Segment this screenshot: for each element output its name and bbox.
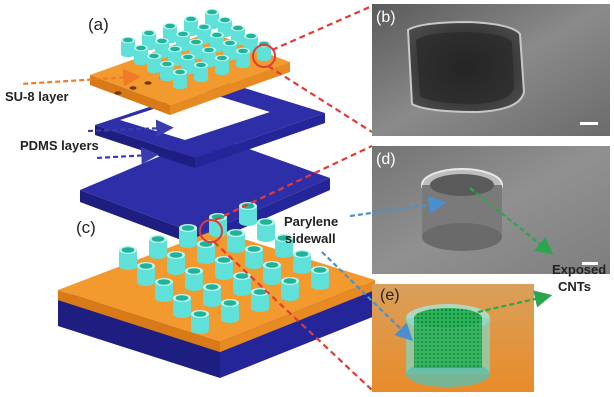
pillar-a [194,61,208,83]
pillar-c [293,250,311,274]
pillar-a [189,38,203,60]
sem-image-d [372,146,610,274]
pillar-c [149,235,167,259]
exposed-label-line2: CNTs [558,279,591,294]
pillar-a [160,60,174,82]
render-image-e [372,284,534,392]
pillar-a [257,40,271,62]
parylene-label-line2: sidewall [285,231,336,246]
pillar-array-a [121,8,271,90]
pillar-c [179,224,197,248]
pillar-a [121,36,135,58]
pillar-c [173,294,191,318]
pillar-a [236,47,250,69]
pillar-a [215,54,229,76]
pillar-c [191,310,209,334]
cnt-arrow-d [469,187,554,255]
panel-label-b: (b) [376,9,396,26]
panel-label-e: (e) [380,287,400,304]
parylene-label-line1: Parylene [284,214,338,229]
pillar-a [134,44,148,66]
su8-hole [114,91,122,95]
callout-line-e [213,241,373,391]
pillar-a [168,45,182,67]
su8-hole [144,81,152,85]
su8-arrow [19,68,141,87]
highlight-circle-a [252,44,276,68]
pdms-arrow-top [87,119,174,138]
pillar-c [197,240,215,264]
pillar-c [245,245,263,269]
pillar-c [239,202,257,226]
pillar-a [173,68,187,90]
exposed-label-line1: Exposed [552,262,606,277]
pillar-c [167,251,185,275]
su8-layer-label: SU-8 layer [5,89,69,104]
pillar-c [233,272,251,296]
pillar-c [137,262,155,286]
callout-line-b-top [271,4,373,52]
pdms-layers-label: PDMS layers [20,138,99,153]
pillar-array-c [119,202,329,334]
pillar-c [251,288,269,312]
pillar-c [221,299,239,323]
parylene-arrow-e [321,251,414,342]
callout-line-d [214,145,373,221]
pdms-arrow-bottom [95,146,159,165]
pillar-c [203,283,221,307]
pillar-a [142,29,156,51]
pillar-c [275,234,293,258]
pillar-c [209,213,227,237]
panel-label-c: (c) [76,218,96,237]
pillar-a [147,52,161,74]
pillar-c [257,218,275,242]
pillar-a [218,16,232,38]
pillar-a [205,8,219,30]
pillar-c [185,267,203,291]
highlight-circle-c [199,219,223,243]
pillar-c [227,229,245,253]
pdms-layer-middle [95,82,325,168]
pillar-c [155,278,173,302]
pillar-a [155,37,169,59]
cnt-arrow-e [477,290,553,314]
pillar-c [119,246,137,270]
panel-label-a: (a) [88,15,109,34]
pillar-c [215,256,233,280]
callout-line-b-bottom [267,65,373,133]
pillar-c [263,261,281,285]
pillar-c [311,266,329,290]
panel-label-d: (d) [376,151,396,168]
sem-image-b [372,4,610,136]
pillar-c [281,277,299,301]
su8-hole [129,86,137,90]
